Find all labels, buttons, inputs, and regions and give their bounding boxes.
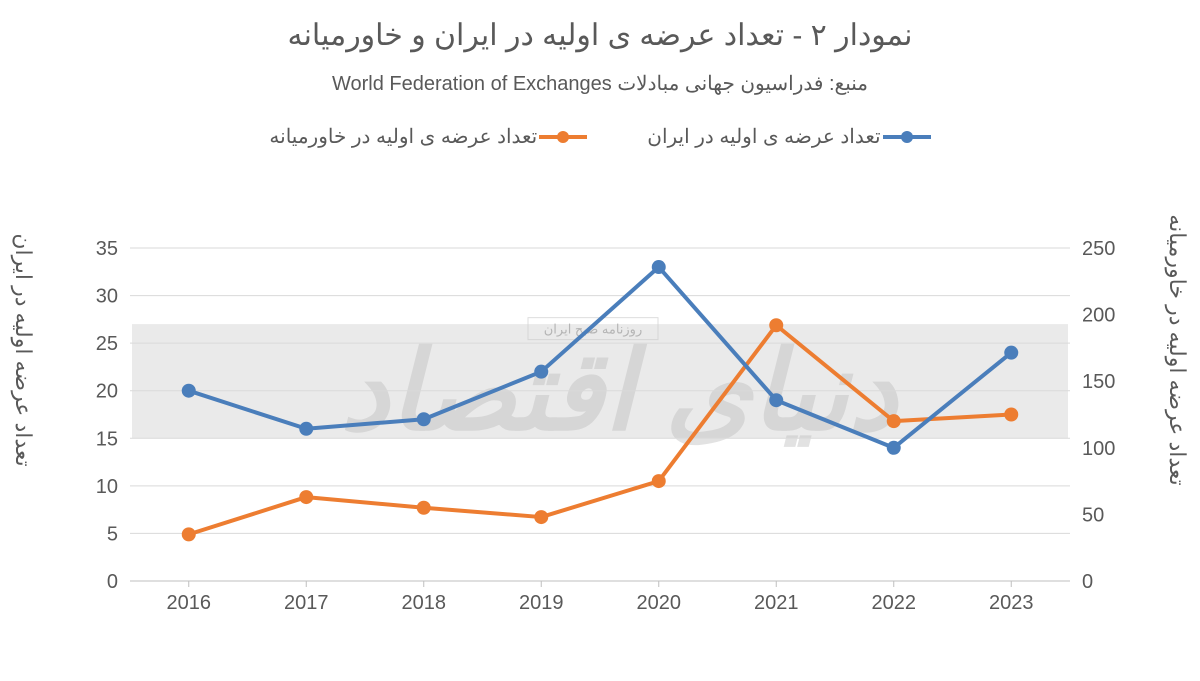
y-left-tick: 20 [96, 381, 118, 403]
y-left-tick: 5 [107, 523, 118, 545]
y-left-tick: 10 [96, 476, 118, 498]
watermark-text: دنیای اقتصاد [340, 330, 899, 453]
x-tick: 2017 [284, 592, 329, 614]
series-me-marker [1004, 408, 1018, 422]
y-right-tick: 200 [1082, 305, 1115, 327]
chart-title: نمودار ۲ - تعداد عرضه ی اولیه در ایران و… [0, 18, 1200, 53]
legend: تعداد عرضه ی اولیه در ایران تعداد عرضه ی… [0, 124, 1200, 149]
legend-item-iran: تعداد عرضه ی اولیه در ایران [647, 124, 930, 149]
series-iran-marker [182, 384, 196, 398]
y-right-tick: 100 [1082, 438, 1115, 460]
series-me-marker [534, 510, 548, 524]
x-tick: 2022 [872, 592, 917, 614]
series-me-marker [417, 501, 431, 515]
chart-area: دنیای اقتصادروزنامه صبح ایران05101520253… [60, 238, 1140, 621]
x-tick: 2016 [167, 592, 212, 614]
series-iran-marker [887, 441, 901, 455]
y-left-tick: 25 [96, 333, 118, 355]
legend-item-me: تعداد عرضه ی اولیه در خاورمیانه [269, 124, 587, 149]
x-tick: 2021 [754, 592, 799, 614]
x-tick: 2023 [989, 592, 1034, 614]
y-right-tick: 150 [1082, 371, 1115, 393]
x-tick: 2020 [637, 592, 682, 614]
series-iran-marker [534, 365, 548, 379]
series-iran-marker [652, 260, 666, 274]
series-me-marker [299, 490, 313, 504]
series-iran-marker [769, 393, 783, 407]
y-right-tick: 250 [1082, 238, 1115, 260]
y-left-tick: 0 [107, 571, 118, 593]
series-me-marker [182, 527, 196, 541]
series-me-marker [887, 414, 901, 428]
y-axis-left-label: تعداد عرضه اولیه در ایران [10, 233, 36, 466]
legend-label-iran: تعداد عرضه ی اولیه در ایران [647, 124, 880, 149]
chart-svg: دنیای اقتصادروزنامه صبح ایران05101520253… [60, 238, 1140, 621]
x-tick: 2018 [402, 592, 447, 614]
y-left-tick: 15 [96, 428, 118, 450]
y-left-tick: 35 [96, 238, 118, 260]
x-tick: 2019 [519, 592, 564, 614]
series-me-marker [652, 474, 666, 488]
series-iran-marker [417, 412, 431, 426]
series-iran-marker [299, 422, 313, 436]
series-iran-marker [1004, 346, 1018, 360]
y-left-tick: 30 [96, 286, 118, 308]
y-right-tick: 0 [1082, 571, 1093, 593]
y-axis-right-label: تعداد عرضه اولیه در خاورمیانه [1164, 214, 1190, 485]
legend-label-me: تعداد عرضه ی اولیه در خاورمیانه [269, 124, 537, 149]
y-right-tick: 50 [1082, 504, 1104, 526]
chart-subtitle: منبع: فدراسیون جهانی مبادلات World Feder… [0, 71, 1200, 96]
series-me-marker [769, 318, 783, 332]
